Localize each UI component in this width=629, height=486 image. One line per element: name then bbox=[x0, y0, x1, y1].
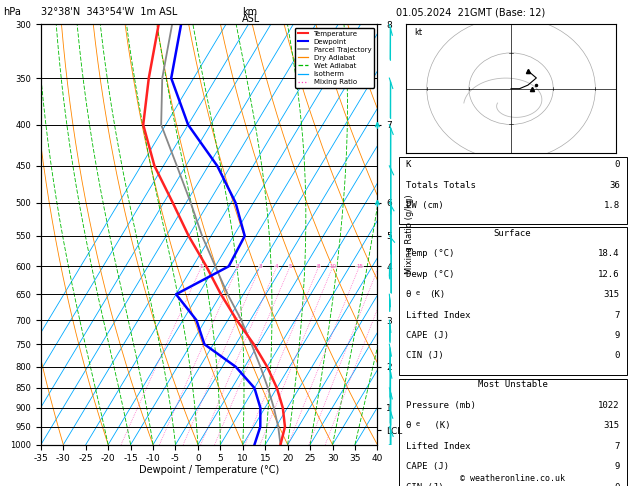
Text: 9: 9 bbox=[615, 331, 620, 340]
Text: Temp (°C): Temp (°C) bbox=[406, 249, 454, 258]
Text: 315: 315 bbox=[604, 421, 620, 430]
Text: 18.4: 18.4 bbox=[598, 249, 620, 258]
Text: e: e bbox=[416, 421, 420, 427]
Text: Pressure (mb): Pressure (mb) bbox=[406, 401, 476, 410]
Text: ASL: ASL bbox=[242, 14, 260, 24]
Text: 9: 9 bbox=[615, 462, 620, 471]
Text: 32°38'N  343°54'W  1m ASL: 32°38'N 343°54'W 1m ASL bbox=[41, 7, 177, 17]
Text: Totals Totals: Totals Totals bbox=[406, 181, 476, 190]
Text: (K): (K) bbox=[429, 421, 450, 430]
Text: Dewp (°C): Dewp (°C) bbox=[406, 270, 454, 278]
Text: 1.8: 1.8 bbox=[604, 202, 620, 210]
Text: 4: 4 bbox=[275, 264, 279, 269]
Text: 0: 0 bbox=[615, 483, 620, 486]
Text: CAPE (J): CAPE (J) bbox=[406, 462, 448, 471]
Text: 01.05.2024  21GMT (Base: 12): 01.05.2024 21GMT (Base: 12) bbox=[396, 7, 545, 17]
Text: 12.6: 12.6 bbox=[598, 270, 620, 278]
Text: (K): (K) bbox=[429, 290, 445, 299]
Text: 10: 10 bbox=[330, 264, 337, 269]
Bar bbox=[399, 379, 626, 486]
Text: CAPE (J): CAPE (J) bbox=[406, 331, 448, 340]
Text: 7: 7 bbox=[615, 311, 620, 319]
Text: Lifted Index: Lifted Index bbox=[406, 442, 470, 451]
Text: kt: kt bbox=[414, 28, 422, 37]
Text: 315: 315 bbox=[604, 290, 620, 299]
Bar bbox=[399, 157, 626, 224]
Text: θ: θ bbox=[406, 290, 411, 299]
Text: 8: 8 bbox=[317, 264, 321, 269]
Text: 5: 5 bbox=[288, 264, 292, 269]
Text: 0: 0 bbox=[615, 351, 620, 361]
Text: 2: 2 bbox=[236, 264, 240, 269]
X-axis label: Dewpoint / Temperature (°C): Dewpoint / Temperature (°C) bbox=[139, 465, 279, 475]
Text: 15: 15 bbox=[356, 264, 363, 269]
Y-axis label: Mixing Ratio (g/kg): Mixing Ratio (g/kg) bbox=[406, 195, 415, 274]
Text: PW (cm): PW (cm) bbox=[406, 202, 443, 210]
Text: 3: 3 bbox=[259, 264, 262, 269]
Text: km: km bbox=[242, 7, 257, 17]
Text: 7: 7 bbox=[615, 442, 620, 451]
Text: Surface: Surface bbox=[494, 228, 532, 238]
Text: CIN (J): CIN (J) bbox=[406, 483, 443, 486]
Text: © weatheronline.co.uk: © weatheronline.co.uk bbox=[460, 474, 565, 483]
Text: Most Unstable: Most Unstable bbox=[477, 380, 548, 389]
Text: e: e bbox=[416, 290, 420, 296]
Text: θ: θ bbox=[406, 421, 411, 430]
Bar bbox=[399, 227, 626, 375]
Text: Lifted Index: Lifted Index bbox=[406, 311, 470, 319]
Text: 1022: 1022 bbox=[598, 401, 620, 410]
Legend: Temperature, Dewpoint, Parcel Trajectory, Dry Adiabat, Wet Adiabat, Isotherm, Mi: Temperature, Dewpoint, Parcel Trajectory… bbox=[295, 28, 374, 88]
Text: 1: 1 bbox=[200, 264, 203, 269]
Text: K: K bbox=[406, 160, 411, 170]
Text: CIN (J): CIN (J) bbox=[406, 351, 443, 361]
Text: 36: 36 bbox=[609, 181, 620, 190]
Text: 0: 0 bbox=[615, 160, 620, 170]
Text: hPa: hPa bbox=[3, 7, 21, 17]
